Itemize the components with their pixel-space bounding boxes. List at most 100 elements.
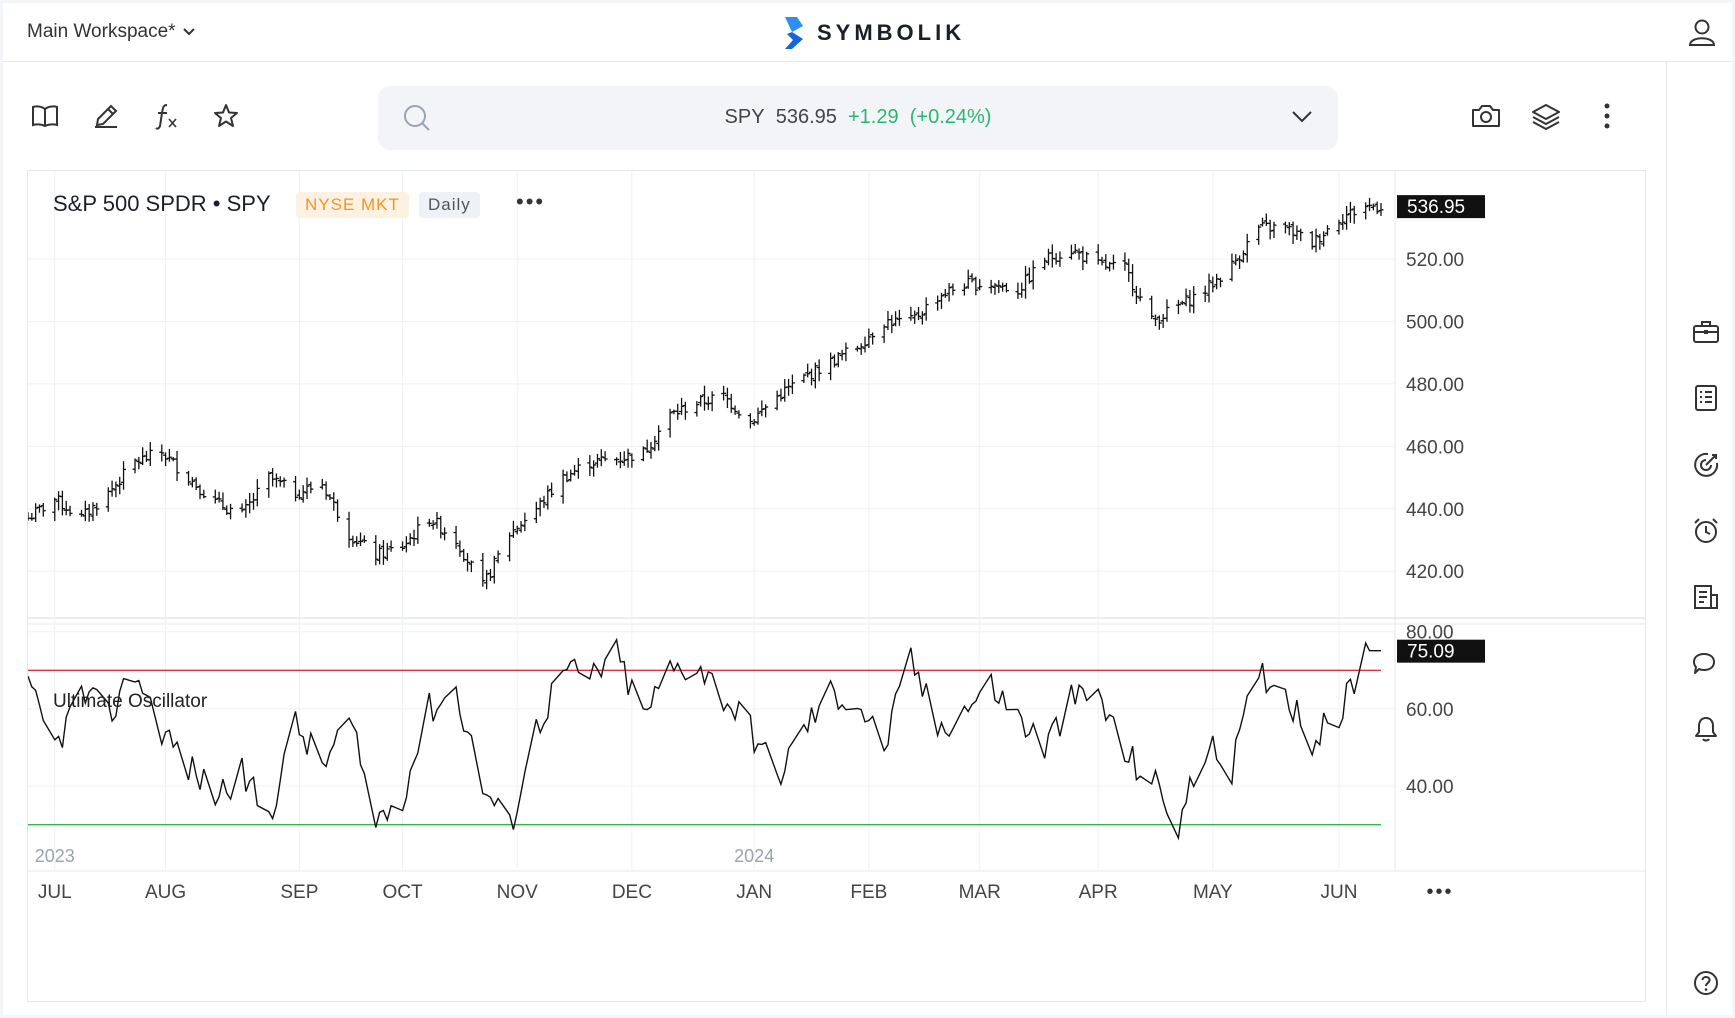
chart-container[interactable]: JUL AUG SEP OCT NOV DEC JAN FEB MAR APR MAY JUN 2023… [27,170,1646,1002]
osc-tick-label: 40.00 [1406,777,1454,798]
ohlc-bar [648,441,654,459]
user-button[interactable] [1687,17,1717,52]
ohlc-bar [1057,251,1063,267]
ohlc-bar [1240,250,1246,263]
ohlc-bar [1286,222,1292,236]
ohlc-bar [564,471,570,483]
x-tick-label: DEC [612,882,652,903]
camera-icon [1472,105,1500,127]
favorite-button[interactable] [209,99,243,133]
ohlc-bar [1263,213,1269,227]
ohlc-bar [950,283,956,296]
chat-icon [1693,653,1715,674]
more-options-button[interactable] [1590,99,1624,133]
ohlc-bar [652,436,658,452]
ohlc-bar [992,283,998,295]
chart-menu-button[interactable]: ••• [516,189,546,214]
ohlc-bar [147,442,153,467]
function-button[interactable] [149,99,183,133]
ohlc-bar [40,502,46,517]
ohlc-bar [518,521,524,533]
ohlc-bar [1076,248,1082,260]
ohlc-bar [831,354,837,368]
ohlc-bar [1351,205,1357,224]
ohlc-bar [388,540,394,552]
ohlc-bar [809,368,815,386]
ohlc-bar [912,310,918,324]
ohlc-bar [1179,300,1185,305]
star-icon [214,104,238,127]
book-icon [32,105,58,128]
ohlc-bar [988,279,994,294]
ohlc-bar [296,489,302,500]
ohlc-bar [671,409,677,415]
ohlc-bar [277,476,283,487]
news-button[interactable] [1689,381,1723,415]
ohlc-bar [465,553,471,572]
ohlc-bar [598,449,604,467]
ohlc-bar [1336,219,1342,235]
scanner-button[interactable] [1689,448,1723,482]
ohlc-bar [1363,202,1369,220]
ohlc-bar [28,512,31,521]
x-tick-label: APR [1079,882,1118,903]
symbol-search[interactable]: SPY 536.95 +1.29 (+0.24%) [378,86,1338,150]
ohlc-bar [507,532,513,562]
ohlc-bar [1003,282,1009,293]
screenshot-button[interactable] [1469,99,1503,133]
ohlc-bar [640,446,646,462]
ohlc-bar [266,471,272,498]
ohlc-bar [835,352,841,368]
interval-button[interactable]: Daily [419,192,480,218]
osc-tick-label: 60.00 [1406,700,1454,721]
price-tick-label: 460.00 [1406,437,1464,458]
ohlc-bar [1244,233,1250,263]
ohlc-bar [602,451,608,462]
notifications-button[interactable] [1689,712,1723,746]
portfolio-button[interactable] [1689,315,1723,349]
ohlc-bar [67,505,73,517]
ohlc-bar [679,397,685,415]
alerts-button[interactable] [1689,514,1723,548]
axis-menu-button[interactable]: ••• [1426,881,1453,903]
chart-canvas[interactable]: JUL AUG SEP OCT NOV DEC JAN FEB MAR APR MAY JUN 2023… [28,171,1645,1001]
notes-button[interactable] [1689,580,1723,614]
ohlc-bar [1321,231,1327,247]
osc-tick-label: 80.00 [1406,623,1454,644]
help-button[interactable] [1689,966,1723,1000]
workspace-selector[interactable]: Main Workspace* [27,21,196,43]
ohlc-bar [251,492,256,510]
ohlc-bar [510,520,516,539]
ohlc-bar [361,535,367,543]
ohlc-bar [812,362,818,389]
ohlc-bar [763,404,769,418]
ohlc-bar [1294,225,1300,240]
ohlc-bar [159,444,165,462]
book-button[interactable] [28,99,62,133]
ohlc-bar [591,460,597,477]
ohlc-bar [568,469,574,482]
ohlc-bar [373,535,379,566]
ohlc-bar [1290,221,1296,244]
ohlc-bar [893,311,899,327]
ohlc-bar [228,503,234,520]
layers-button[interactable] [1529,99,1563,133]
ohlc-bar [732,405,738,415]
logo-text: SYMBOLIK [817,20,966,45]
ohlc-bar [407,533,413,546]
ohlc-bar [805,363,811,378]
ohlc-bar [33,503,39,522]
ohlc-bar [545,485,551,510]
ohlc-bar [1095,244,1101,265]
ohlc-bar [1149,295,1155,320]
pencil-icon [95,104,118,128]
ohlc-bar [411,529,417,547]
draw-button[interactable] [89,99,123,133]
ohlc-bar [273,473,279,488]
ohlc-bar [572,465,578,476]
ohlc-bar [1130,264,1136,297]
chart-title: S&P 500 SPDR • SPY [53,191,271,216]
ohlc-bar [495,550,501,564]
chat-button[interactable] [1689,646,1723,680]
symbol-dropdown-button[interactable] [1290,108,1314,131]
